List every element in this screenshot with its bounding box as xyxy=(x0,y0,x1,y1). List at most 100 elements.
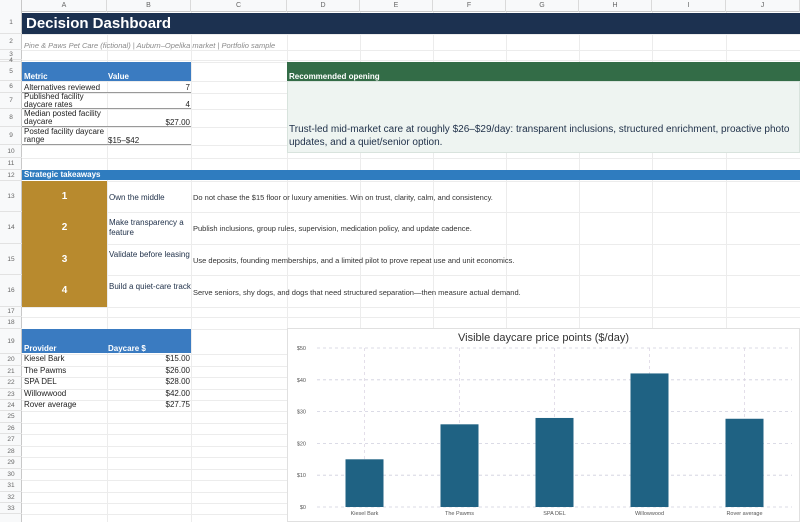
metric-row[interactable]: Published facility daycare rates 4 xyxy=(22,93,191,109)
column-header-b[interactable]: B xyxy=(107,0,191,12)
row-header-26[interactable]: 26 xyxy=(0,423,22,434)
row-header-18[interactable]: 18 xyxy=(0,317,22,329)
recommendation-body xyxy=(287,81,800,153)
row-header-28[interactable]: 28 xyxy=(0,446,22,457)
row-header-24[interactable]: 24 xyxy=(0,400,22,411)
metric-value: $27.00 xyxy=(165,118,190,127)
x-tick-label: SPA DEL xyxy=(543,511,566,517)
row-header-30[interactable]: 30 xyxy=(0,469,22,480)
column-header-j[interactable]: J xyxy=(726,0,800,12)
provider-row[interactable]: The Pawms $26.00 xyxy=(22,366,191,377)
metrics-header-row xyxy=(22,62,191,81)
column-header-i[interactable]: I xyxy=(652,0,726,12)
row-header-7[interactable]: 7 xyxy=(0,93,22,109)
metric-row[interactable]: Median posted facility daycare $27.00 xyxy=(22,109,191,127)
row-header-22[interactable]: 22 xyxy=(0,377,22,389)
row-header-31[interactable]: 31 xyxy=(0,480,22,492)
row-header-3[interactable]: 3 xyxy=(0,50,22,60)
takeaway-number-badge: 3 xyxy=(22,244,107,275)
column-header-g[interactable]: G xyxy=(506,0,579,12)
x-tick-label: Rover average xyxy=(726,511,762,517)
y-tick-label: $20 xyxy=(297,441,306,447)
grid-line xyxy=(22,60,800,61)
metric-row[interactable]: Posted facility daycare range $15–$42 xyxy=(22,127,191,145)
provider-row[interactable]: SPA DEL $28.00 xyxy=(22,377,191,388)
row-header-20[interactable]: 20 xyxy=(0,354,22,366)
row-header-11[interactable]: 11 xyxy=(0,158,22,170)
column-header-f[interactable]: F xyxy=(433,0,506,12)
column-header-a[interactable]: A xyxy=(22,0,107,12)
row-header-10[interactable]: 10 xyxy=(0,145,22,158)
grid-line xyxy=(22,212,800,213)
row-header-1[interactable]: 1 xyxy=(0,12,22,34)
row-header-9[interactable]: 9 xyxy=(0,127,22,145)
row-header-15[interactable]: 15 xyxy=(0,244,22,275)
provider-rate: $28.00 xyxy=(165,377,190,386)
metric-row[interactable]: Alternatives reviewed 7 xyxy=(22,81,191,93)
x-tick-label: The Pawms xyxy=(445,511,474,517)
recommendation-heading: Recommended opening xyxy=(287,62,800,81)
column-header-c[interactable]: C xyxy=(191,0,287,12)
metric-label: Posted facility daycare range xyxy=(24,127,105,144)
grid-line xyxy=(22,244,800,245)
title-bar xyxy=(22,13,800,34)
y-tick-label: $40 xyxy=(297,378,306,384)
row-header-5[interactable]: 5 xyxy=(0,62,22,81)
row-header-bar: 1 2 3 4 5 6 7 8 9 10 11 12 13 14 15 16 17 18 19 20 21 22 23 24 2… xyxy=(0,12,22,522)
column-header-d[interactable]: D xyxy=(287,0,360,12)
grid-line xyxy=(22,275,800,276)
row-header-2[interactable]: 2 xyxy=(0,34,22,50)
takeaway-number-badge: 1 xyxy=(22,181,107,212)
x-tick-label: Willowwood xyxy=(635,511,664,517)
row-header-8[interactable]: 8 xyxy=(0,109,22,127)
grid-line xyxy=(22,181,800,182)
provider-name: The Pawms xyxy=(24,366,67,375)
chart-title: Visible daycare price points ($/day) xyxy=(458,332,629,344)
x-tick-label: Kiesel Bark xyxy=(351,511,379,517)
row-header-4[interactable]: 4 xyxy=(0,57,22,64)
chart-bar xyxy=(535,417,574,507)
row-header-17[interactable]: 17 xyxy=(0,307,22,317)
chart-bar xyxy=(725,418,764,507)
row-header-33[interactable]: 33 xyxy=(0,503,22,514)
takeaway-title: Validate before leasing xyxy=(109,250,190,259)
row-header-21[interactable]: 21 xyxy=(0,366,22,377)
provider-row[interactable]: Rover average $27.75 xyxy=(22,400,191,411)
row-header-13[interactable]: 13 xyxy=(0,181,22,212)
row-header-12[interactable]: 12 xyxy=(0,170,22,181)
grid-line xyxy=(22,34,800,35)
y-tick-label: $30 xyxy=(297,410,306,416)
column-header-h[interactable]: H xyxy=(579,0,652,12)
provider-rate: $27.75 xyxy=(165,400,190,409)
column-header-bar: A B C D E F G H I J xyxy=(0,0,800,12)
metric-value: 4 xyxy=(185,100,190,109)
row-header-19[interactable]: 19 xyxy=(0,329,22,354)
takeaway-description: Serve seniors, shy dogs, and dogs that n… xyxy=(193,288,521,297)
row-header-16[interactable]: 16 xyxy=(0,275,22,307)
provider-rate: $26.00 xyxy=(165,366,190,375)
metric-label: Published facility daycare rates xyxy=(24,92,84,109)
y-tick-label: $0 xyxy=(300,505,306,511)
takeaway-title: Make transparency a feature xyxy=(109,218,184,237)
row-header-6[interactable]: 6 xyxy=(0,81,22,93)
provider-rate: $42.00 xyxy=(165,389,190,398)
providers-col-rate: Daycare $ xyxy=(108,344,146,353)
provider-rate: $15.00 xyxy=(165,354,190,363)
row-header-29[interactable]: 29 xyxy=(0,457,22,469)
chart-bar xyxy=(440,424,479,507)
metric-value: $15–$42 xyxy=(108,136,140,145)
row-header-27[interactable]: 27 xyxy=(0,434,22,446)
price-chart-plot: $0 $10 $20 $30 $40 $50 Kiesel Bark The Pawms SPA… xyxy=(297,346,792,517)
provider-name: Rover average xyxy=(24,400,77,409)
chart-bar xyxy=(630,373,669,507)
provider-row[interactable]: Kiesel Bark $15.00 xyxy=(22,354,191,365)
select-all-corner[interactable] xyxy=(0,0,22,12)
takeaway-description: Do not chase the $15 floor or luxury ame… xyxy=(193,193,493,202)
metric-value: 7 xyxy=(185,83,190,92)
provider-row[interactable]: Willowwood $42.00 xyxy=(22,389,191,400)
row-header-25[interactable]: 25 xyxy=(0,411,22,423)
row-header-23[interactable]: 23 xyxy=(0,389,22,400)
row-header-32[interactable]: 32 xyxy=(0,492,22,503)
column-header-e[interactable]: E xyxy=(360,0,433,12)
row-header-14[interactable]: 14 xyxy=(0,212,22,244)
